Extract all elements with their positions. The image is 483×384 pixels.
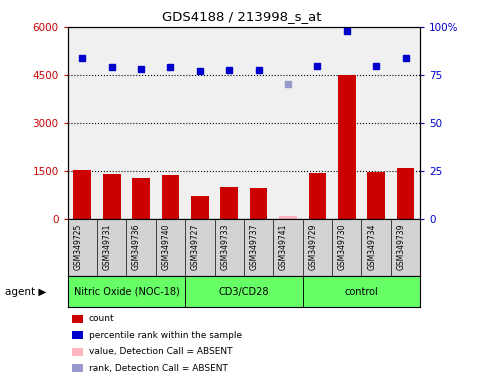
Bar — [132, 178, 150, 219]
Text: GSM349727: GSM349727 — [191, 223, 200, 270]
Bar — [73, 170, 91, 219]
Bar — [220, 187, 238, 219]
Text: GSM349733: GSM349733 — [220, 223, 229, 270]
Bar — [68, 276, 185, 307]
Text: GSM349730: GSM349730 — [338, 223, 347, 270]
Bar — [367, 172, 385, 219]
Text: Nitric Oxide (NOC-18): Nitric Oxide (NOC-18) — [73, 287, 179, 297]
Text: rank, Detection Call = ABSENT: rank, Detection Call = ABSENT — [89, 364, 228, 373]
Bar — [309, 173, 326, 219]
Text: GSM349729: GSM349729 — [308, 223, 317, 270]
Bar — [250, 189, 268, 219]
Text: GSM349737: GSM349737 — [250, 223, 258, 270]
Text: GSM349731: GSM349731 — [103, 223, 112, 270]
Text: value, Detection Call = ABSENT: value, Detection Call = ABSENT — [89, 347, 232, 356]
Text: GSM349740: GSM349740 — [161, 223, 170, 270]
Text: GDS4188 / 213998_s_at: GDS4188 / 213998_s_at — [162, 10, 321, 23]
Text: GSM349736: GSM349736 — [132, 223, 141, 270]
Text: percentile rank within the sample: percentile rank within the sample — [89, 331, 242, 340]
Bar — [191, 197, 209, 219]
Text: count: count — [89, 314, 114, 323]
Text: GSM349734: GSM349734 — [367, 223, 376, 270]
Bar — [303, 276, 420, 307]
Text: GSM349739: GSM349739 — [397, 223, 406, 270]
Text: agent ▶: agent ▶ — [5, 287, 46, 297]
Bar — [185, 276, 303, 307]
Bar — [103, 174, 121, 219]
Bar — [338, 75, 355, 219]
Text: control: control — [344, 287, 378, 297]
Bar — [279, 216, 297, 219]
Bar — [397, 168, 414, 219]
Text: GSM349725: GSM349725 — [73, 223, 82, 270]
Text: GSM349741: GSM349741 — [279, 223, 288, 270]
Bar — [162, 175, 179, 219]
Text: CD3/CD28: CD3/CD28 — [219, 287, 269, 297]
